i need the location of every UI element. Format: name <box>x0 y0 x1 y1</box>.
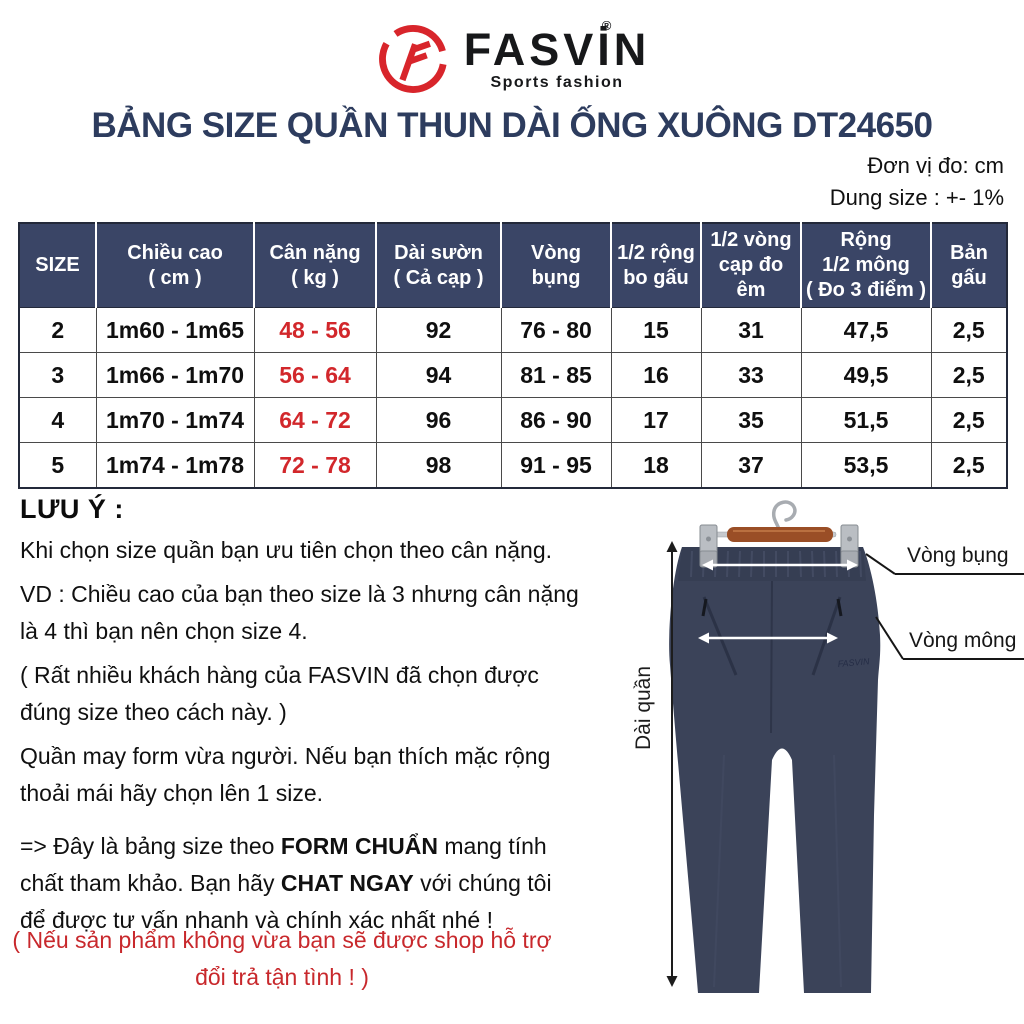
note5-prefix: => Đây là bảng size theo <box>20 833 281 859</box>
cell-waist: 86 - 90 <box>500 397 612 443</box>
cell-waist: 76 - 80 <box>500 307 612 353</box>
brand-tagline: Sports fashion <box>490 73 624 91</box>
note5-mid: mang tính chất tham khảo. Bạn hãy <box>20 833 547 896</box>
pants-shape <box>669 547 881 993</box>
cell-weight: 48 - 56 <box>253 307 377 353</box>
left-pocket-zipper <box>702 596 738 676</box>
cell-size: 2 <box>18 307 97 353</box>
brand-wordmark-text: FASVİN <box>463 23 651 75</box>
note5-highlight-chat-ngay: CHAT NGAY <box>280 870 414 896</box>
col-header-waist: Vòng bụng <box>501 223 612 308</box>
registered-trademark: ® <box>601 17 612 33</box>
cell-hem-band: 2,5 <box>930 307 1008 353</box>
unit-note: Đơn vị đo: cm <box>867 153 1004 178</box>
cell-hem-band: 2,5 <box>930 397 1008 443</box>
note5-highlight-form-chuan: FORM CHUẨN <box>280 833 438 859</box>
hanger-clip-left <box>699 524 718 568</box>
cell-half-waistband: 31 <box>700 307 802 353</box>
cell-height: 1m70 - 1m74 <box>95 397 255 443</box>
table-row-size-5: 5 1m74 - 1m78 72 - 78 98 91 - 95 18 37 5… <box>18 442 1008 489</box>
cell-half-hem: 15 <box>610 307 702 353</box>
cell-half-hip: 53,5 <box>800 442 932 489</box>
brand-logo: FASVİN ® Sports fashion <box>0 19 1024 98</box>
table-row-size-3: 3 1m66 - 1m70 56 - 64 94 81 - 85 16 33 4… <box>18 352 1008 398</box>
return-policy-note: ( Nếu sản phẩm không vừa bạn sẽ được sho… <box>12 927 552 990</box>
note-paragraph-4: Quần may form vừa người. Nếu bạn thích m… <box>20 743 551 806</box>
cell-height: 1m66 - 1m70 <box>95 352 255 398</box>
cell-height: 1m74 - 1m78 <box>95 442 255 489</box>
pants-fly-seam <box>770 580 773 734</box>
left-zipper-pull <box>701 598 708 617</box>
cell-half-hem: 17 <box>610 397 702 443</box>
col-header-half-hem: 1/2 rộng bo gấu <box>611 223 702 308</box>
table-row-size-4: 4 1m70 - 1m74 64 - 72 96 86 - 90 17 35 5… <box>18 397 1008 443</box>
brand-wordmark: FASVİN ® <box>463 19 651 75</box>
fasvin-logo-icon <box>378 25 447 93</box>
cell-side-length: 96 <box>375 397 502 443</box>
cell-size: 5 <box>18 442 97 489</box>
cell-half-hip: 47,5 <box>800 307 932 353</box>
cell-waist: 81 - 85 <box>500 352 612 398</box>
cell-half-hem: 18 <box>610 442 702 489</box>
right-zipper-pull <box>836 598 843 617</box>
right-pocket-zipper <box>811 596 842 676</box>
header-row: SIZE Chiều cao( cm ) Cân nặng( kg ) Dài … <box>19 223 1007 308</box>
pants-measurement-figure: FASVIN <box>632 500 1024 993</box>
cell-weight: 56 - 64 <box>253 352 377 398</box>
cell-size: 4 <box>18 397 97 443</box>
left-leg-crease <box>713 754 725 988</box>
hip-measure-arrow <box>698 632 838 644</box>
note-paragraph-1: Khi chọn size quần bạn ưu tiên chọn theo… <box>20 537 553 563</box>
cell-weight: 64 - 72 <box>253 397 377 443</box>
notes-heading: LƯU Ý : <box>20 494 124 524</box>
pants-thigh-logo: FASVIN <box>837 656 870 669</box>
cell-half-hip: 51,5 <box>800 397 932 443</box>
tolerance-note: Dung size : +- 1% <box>829 185 1004 210</box>
cell-hem-band: 2,5 <box>930 352 1008 398</box>
cell-half-waistband: 33 <box>700 352 802 398</box>
note-paragraph-3: ( Rất nhiều khách hàng của FASVIN đã chọ… <box>20 662 539 725</box>
right-leg-crease <box>833 754 842 988</box>
cell-side-length: 92 <box>375 307 502 353</box>
hanger-hook-icon <box>771 500 797 537</box>
note-paragraph-5: => Đây là bảng size theo FORM CHUẨN mang… <box>20 828 580 939</box>
cell-half-hem: 16 <box>610 352 702 398</box>
cell-side-length: 94 <box>375 352 502 398</box>
cell-hem-band: 2,5 <box>930 442 1008 489</box>
cell-half-waistband: 37 <box>700 442 802 489</box>
col-header-weight: Cân nặng( kg ) <box>254 223 377 308</box>
waist-label: Vòng bụng <box>907 544 1009 567</box>
col-header-height: Chiều cao( cm ) <box>96 223 255 308</box>
col-header-side-length: Dài sườn( Cả cạp ) <box>376 223 502 308</box>
cell-half-hip: 49,5 <box>800 352 932 398</box>
note5-suffix: với chúng tôi để được tư vấn nhanh và ch… <box>20 870 552 933</box>
note-paragraph-2: VD : Chiều cao của bạn theo size là 3 nh… <box>20 581 579 644</box>
brand-text-block: FASVİN ® Sports fashion <box>463 19 651 92</box>
cell-half-waistband: 35 <box>700 397 802 443</box>
cell-weight: 72 - 78 <box>253 442 377 489</box>
table-row-size-2: 2 1m60 - 1m65 48 - 56 92 76 - 80 15 31 4… <box>18 307 1008 353</box>
notes-section: LƯU Ý : Khi chọn size quần bạn ưu tiên c… <box>20 494 580 946</box>
length-label: Dài quần <box>632 666 655 750</box>
col-header-hem-band: Bản gấu <box>931 223 1007 308</box>
size-table: SIZE Chiều cao( cm ) Cân nặng( kg ) Dài … <box>18 222 1008 489</box>
hanger-clip-right <box>840 524 859 568</box>
length-measure-arrow <box>666 541 678 987</box>
waist-label-callout <box>865 553 1024 575</box>
waist-measure-arrow <box>702 559 858 571</box>
page-title: BẢNG SIZE QUẦN THUN DÀI ỐNG XUÔNG DT2465… <box>91 106 934 145</box>
cell-side-length: 98 <box>375 442 502 489</box>
col-header-half-hip: Rộng 1/2 mông( Đo 3 điểm ) <box>801 223 932 308</box>
cell-waist: 91 - 95 <box>500 442 612 489</box>
col-header-size: SIZE <box>19 223 97 308</box>
cell-size: 3 <box>18 352 97 398</box>
cell-height: 1m60 - 1m65 <box>95 307 255 353</box>
hanger-wood-bar <box>727 527 833 542</box>
hip-label-callout <box>875 616 1024 660</box>
measurement-meta: Đơn vị đo: cm Dung size : +- 1% <box>830 150 1004 214</box>
col-header-half-waistband: 1/2 vòng cạp đo êm <box>701 223 802 308</box>
hip-label: Vòng mông <box>909 629 1016 652</box>
